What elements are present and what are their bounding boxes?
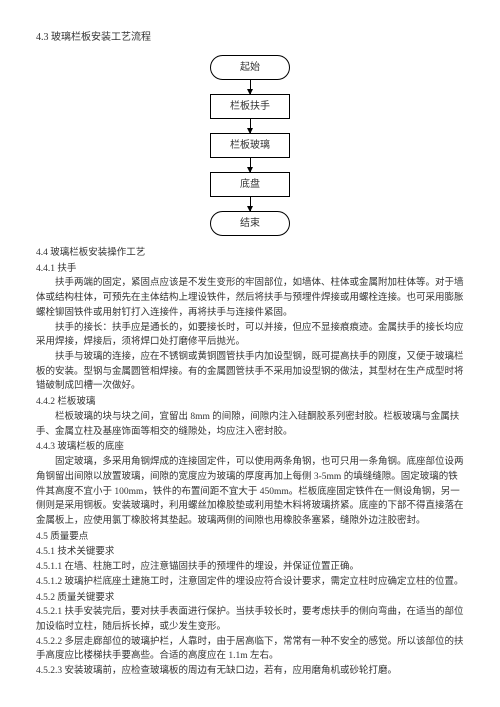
section-4-3-title: 4.3 玻璃栏板安装工艺流程 <box>36 30 464 45</box>
heading-4-4-2: 4.4.2 栏板玻璃 <box>36 395 464 410</box>
flow-arrow <box>250 80 251 94</box>
paragraph: 扶手两端的固定，紧固点应该是不发生变形的牢固部位，如墙体、柱体或金属附加柱体等。… <box>36 276 464 320</box>
paragraph: 4.5.1.1 在墙、柱施工时，应注意锚固扶手的预埋件的埋设，并保证位置正确。 <box>36 560 464 575</box>
flow-start: 起始 <box>210 55 290 80</box>
flow-step-1: 栏板扶手 <box>210 94 290 119</box>
paragraph: 扶手的接长：扶手应是通长的，如要接长时，可以并接，但应不显接痕痕迹。金属扶手的接… <box>36 321 464 350</box>
flow-arrow <box>250 158 251 172</box>
heading-4-4-1: 4.4.1 扶手 <box>36 262 464 277</box>
paragraph: 4.5.2.3 安装玻璃前，应检查玻璃板的周边有无缺口边，若有，应用磨角机或砂轮… <box>36 664 464 679</box>
flowchart: 起始 栏板扶手 栏板玻璃 底盘 结束 <box>36 55 464 236</box>
heading-4-5-2: 4.5.2 质量关键要求 <box>36 591 464 606</box>
paragraph: 4.5.2.1 扶手安装完后，要对扶手表面进行保护。当扶手较长时，要考虑扶手的侧… <box>36 605 464 634</box>
heading-4-4: 4.4 玻璃栏板安装操作工艺 <box>36 246 464 261</box>
paragraph: 固定玻璃，多采用角钢焊成的连接固定件，可以使用两条角钢，也可只用一条角钢。底座部… <box>36 455 464 529</box>
flow-end: 结束 <box>210 211 290 236</box>
paragraph: 4.5.2.2 多层走廊部位的玻璃护栏，人靠时，由于居高临下，常常有一种不安全的… <box>36 635 464 664</box>
heading-4-5-1: 4.5.1 技术关键要求 <box>36 545 464 560</box>
flow-arrow <box>250 119 251 133</box>
document-body: 4.4 玻璃栏板安装操作工艺 4.4.1 扶手 扶手两端的固定，紧固点应该是不发… <box>36 246 464 679</box>
paragraph: 扶手与玻璃的连接，应在不锈钢或黄铜圆管扶手内加设型钢，既可提高扶手的刚度，又便于… <box>36 350 464 394</box>
paragraph: 栏板玻璃的块与块之间，宜留出 8mm 的间隙，间隙内注入硅酮胶系列密封胶。栏板玻… <box>36 410 464 439</box>
flow-step-3: 底盘 <box>210 172 290 197</box>
heading-4-4-3: 4.4.3 玻璃栏板的底座 <box>36 440 464 455</box>
heading-4-5: 4.5 质量要点 <box>36 530 464 545</box>
paragraph: 4.5.1.2 玻璃护栏底座土建施工时，注意固定件的埋设应符合设计要求，需定立柱… <box>36 575 464 590</box>
flow-step-2: 栏板玻璃 <box>210 133 290 158</box>
flow-arrow <box>250 197 251 211</box>
